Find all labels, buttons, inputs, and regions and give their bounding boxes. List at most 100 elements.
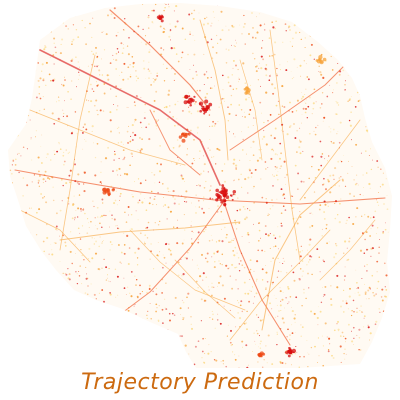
trace-point [175, 53, 178, 55]
trace-point [288, 301, 290, 303]
trace-point [334, 217, 337, 220]
trace-point [360, 152, 362, 154]
trace-point [181, 242, 184, 245]
trace-point [300, 245, 302, 247]
trace-point [159, 330, 162, 333]
trace-point [345, 33, 348, 36]
trace-point [382, 172, 384, 174]
trace-point [260, 85, 261, 87]
trace-point [41, 70, 43, 72]
trace-point [255, 70, 258, 73]
trace-point [13, 264, 15, 267]
trace-point [369, 148, 372, 150]
trace-point [103, 258, 105, 261]
trace-point [122, 143, 124, 145]
trace-point [60, 43, 62, 45]
trace-point [231, 239, 233, 241]
trace-point [3, 68, 5, 70]
trace-point [117, 345, 119, 348]
trace-point [238, 81, 239, 83]
trace-point [259, 24, 262, 27]
trace-point [396, 72, 397, 73]
trace-point [24, 25, 26, 27]
trace-point [229, 309, 231, 311]
trace-point [350, 96, 352, 98]
trace-point [301, 113, 303, 115]
trace-point [258, 222, 260, 224]
trace-point [178, 144, 181, 147]
trace-point [16, 70, 18, 72]
trace-point [187, 292, 190, 295]
trace-point [277, 226, 279, 228]
trajectory-route [199, 19, 229, 161]
trace-point [11, 244, 13, 246]
trace-point [12, 279, 15, 282]
trace-point [122, 29, 124, 31]
trace-point [358, 349, 360, 351]
trace-point [241, 264, 244, 267]
trace-point [31, 274, 34, 277]
trace-point [99, 181, 102, 184]
trace-point [114, 199, 117, 202]
trace-point [381, 288, 384, 291]
trace-point [363, 35, 365, 37]
trace-point [166, 67, 168, 70]
trace-point [172, 190, 175, 193]
trace-point [106, 322, 109, 325]
trace-point [9, 327, 11, 330]
trace-point [41, 327, 44, 330]
trace-point [231, 263, 234, 266]
trace-point [245, 98, 248, 101]
trace-point [150, 357, 152, 360]
trace-point [42, 29, 45, 32]
trace-point [135, 94, 138, 98]
trace-point [351, 340, 354, 343]
trace-point [119, 199, 120, 201]
trace-point [362, 174, 364, 176]
trace-point [31, 181, 33, 183]
trace-point [169, 23, 171, 25]
trace-point [379, 352, 380, 354]
trace-point [326, 336, 328, 338]
trace-point [211, 22, 213, 24]
trace-point [296, 151, 298, 153]
trace-point [386, 195, 388, 196]
trace-point [294, 31, 298, 34]
trace-point [92, 53, 95, 55]
trace-point [155, 303, 158, 306]
trace-point [225, 264, 228, 267]
trace-point [266, 362, 268, 364]
trace-point [383, 41, 386, 44]
trace-point [256, 159, 259, 162]
trace-point [238, 222, 241, 224]
trace-point [307, 78, 310, 81]
trace-point [271, 363, 274, 366]
trace-point [114, 150, 116, 152]
trace-point [332, 141, 335, 145]
trace-point [129, 164, 131, 166]
trace-point [101, 58, 102, 60]
trace-point [319, 140, 322, 143]
trace-point [207, 171, 209, 173]
trace-point [82, 126, 85, 128]
trace-point [374, 145, 376, 147]
trace-point [81, 357, 83, 360]
trace-point [58, 96, 60, 98]
trace-point [51, 112, 54, 115]
trace-point [361, 311, 363, 313]
trace-point [90, 338, 92, 340]
trace-point [292, 37, 294, 40]
trace-point [72, 24, 75, 26]
trace-point [23, 50, 25, 53]
trace-point [75, 243, 76, 245]
trace-point [332, 92, 334, 94]
trace-point [243, 14, 245, 17]
trace-point [24, 280, 26, 282]
trace-point [218, 260, 220, 262]
trace-point [376, 271, 378, 273]
trace-point [155, 310, 157, 313]
trace-point [390, 259, 392, 262]
trace-point [150, 336, 152, 338]
trace-point [53, 37, 56, 40]
trace-point [97, 358, 100, 361]
